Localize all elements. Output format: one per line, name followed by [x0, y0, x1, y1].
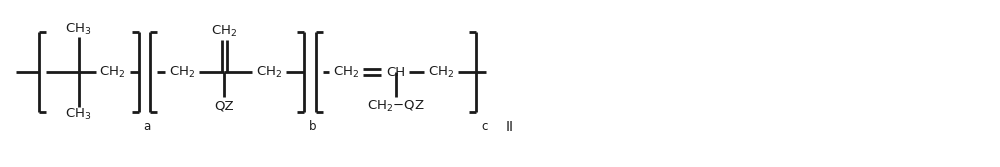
Text: CH$_3$: CH$_3$ [65, 107, 92, 122]
Text: CH$_2$: CH$_2$ [256, 65, 282, 80]
Text: CH$_2$: CH$_2$ [211, 24, 238, 39]
Text: CH: CH [387, 66, 406, 79]
Text: CH$_2$: CH$_2$ [428, 65, 454, 80]
Text: b: b [309, 120, 317, 133]
Text: CH$_2$: CH$_2$ [99, 65, 126, 80]
Text: II: II [506, 120, 514, 134]
Text: CH$_2$: CH$_2$ [333, 65, 359, 80]
Text: c: c [481, 120, 487, 133]
Text: CH$_2$: CH$_2$ [169, 65, 196, 80]
Text: a: a [143, 120, 151, 133]
Text: CH$_2$−QZ: CH$_2$−QZ [367, 99, 425, 114]
Text: CH$_3$: CH$_3$ [65, 22, 92, 37]
Text: QZ: QZ [215, 99, 234, 112]
